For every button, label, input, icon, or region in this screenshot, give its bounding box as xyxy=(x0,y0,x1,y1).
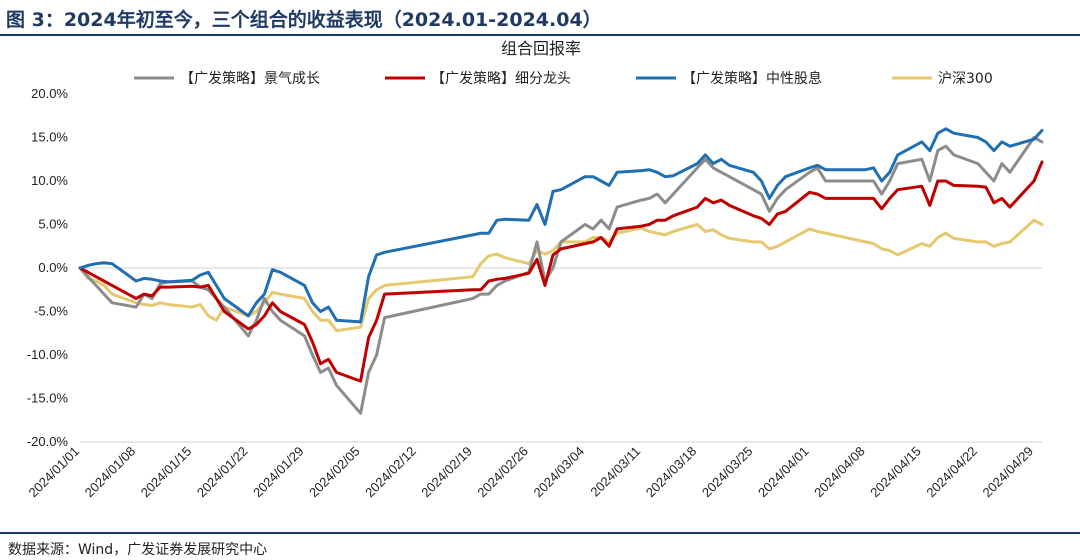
y-tick-label: 5.0% xyxy=(38,217,68,232)
x-tick-label: 2024/02/19 xyxy=(418,444,475,501)
y-tick-label: 0.0% xyxy=(38,260,68,275)
figure-footer: 数据来源：Wind，广发证券发展研究中心 xyxy=(0,532,1080,560)
legend-label: 【广发策略】细分龙头 xyxy=(431,70,571,87)
return-line-chart: 组合回报率 20.0% 15.0% 10.0% 5.0% 0.0% -5.0% -10.0% -… xyxy=(25,39,1044,501)
x-tick-label: 2024/04/15 xyxy=(867,444,924,501)
y-tick-label: -5.0% xyxy=(34,304,68,319)
header-rule xyxy=(0,34,1080,36)
y-tick-label: -15.0% xyxy=(27,391,69,406)
x-tick-label: 2024/03/04 xyxy=(531,444,588,501)
x-tick-label: 2024/03/18 xyxy=(643,444,700,501)
legend-label: 沪深300 xyxy=(938,71,993,87)
figure-title: 图 3：2024年初至今，三个组合的收益表现（2024.01-2024.04） xyxy=(6,9,602,31)
x-tick-label: 2024/04/22 xyxy=(923,444,980,501)
figure-header: 图 3：2024年初至今，三个组合的收益表现（2024.01-2024.04） xyxy=(0,0,1080,36)
x-tick-label: 2024/03/25 xyxy=(699,444,756,501)
chart-title: 组合回报率 xyxy=(501,39,581,58)
x-tick-label: 2024/01/29 xyxy=(250,444,307,501)
y-tick-label: 10.0% xyxy=(31,173,68,188)
series-line xyxy=(78,127,1044,324)
footer-rule xyxy=(0,532,1080,534)
y-tick-label: 15.0% xyxy=(31,130,68,145)
x-tick-label: 2024/01/22 xyxy=(194,444,251,501)
series-line xyxy=(78,136,1044,415)
x-tick-label: 2024/01/08 xyxy=(82,444,139,501)
legend-label: 【广发策略】中性股息 xyxy=(682,70,822,87)
y-tick-label: -10.0% xyxy=(27,347,69,362)
x-tick-label: 2024/02/26 xyxy=(474,444,531,501)
x-tick-label: 2024/04/08 xyxy=(811,444,868,501)
series-line xyxy=(78,160,1044,383)
x-tick-label: 2024/01/15 xyxy=(138,444,195,501)
legend-label: 【广发策略】景气成长 xyxy=(180,70,320,87)
x-tick-label: 2024/03/11 xyxy=(587,444,643,500)
series-line xyxy=(78,218,1044,333)
x-tick-label: 2024/02/05 xyxy=(306,444,363,501)
y-tick-label: 20.0% xyxy=(31,86,68,101)
chart-area: 组合回报率 20.0% 15.0% 10.0% 5.0% 0.0% -5.0% -10.0% -… xyxy=(0,36,1080,532)
x-tick-label: 2024/01/01 xyxy=(25,444,82,501)
x-tick-label: 2024/04/29 xyxy=(979,444,1036,501)
x-tick-label: 2024/02/12 xyxy=(362,444,419,501)
data-source-note: 数据来源：Wind，广发证券发展研究中心 xyxy=(8,542,268,558)
y-tick-label: -20.0% xyxy=(27,434,69,449)
x-tick-label: 2024/04/01 xyxy=(755,444,812,501)
